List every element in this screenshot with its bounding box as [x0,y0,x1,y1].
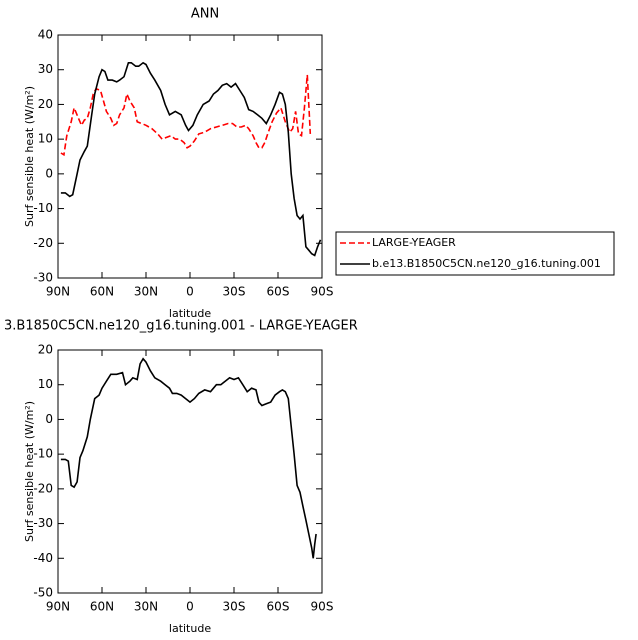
y-axis-label: Surf sensible heat (W/m²) [23,86,36,227]
y-tick-label: 10 [38,377,53,391]
x-axis-label: latitude [169,307,211,320]
y-tick-label: 20 [38,97,53,111]
y-tick-label: -30 [33,271,53,285]
chart-title: 3.B1850C5CN.ne120_g16.tuning.001 - LARGE… [4,319,358,334]
y-tick-label: 0 [45,412,53,426]
y-tick-label: 20 [38,343,53,357]
y-tick-label: -30 [33,516,53,530]
x-tick-label: 0 [186,600,194,614]
x-tick-label: 60S [267,600,290,614]
data-line [60,357,317,559]
y-tick-label: 10 [38,132,53,146]
plot-frame [57,34,323,279]
x-tick-label: 0 [186,285,194,299]
y-axis-label: Surf sensible heat (W/m²) [23,401,36,542]
y-tick-label: -50 [33,586,53,600]
plot-frame [57,349,323,594]
legend-box [335,231,615,276]
x-tick-label: 60N [90,285,114,299]
y-tick-label: 0 [45,166,53,180]
x-tick-label: 30S [223,285,246,299]
y-tick-label: -20 [33,236,53,250]
y-tick-label: 40 [38,28,53,42]
y-tick-label: -10 [33,447,53,461]
x-tick-label: 30N [134,285,158,299]
x-axis-label: latitude [169,622,211,635]
x-tick-label: 90S [311,600,334,614]
chart-title: ANN [191,7,219,22]
x-tick-label: 60S [267,285,290,299]
data-line [60,74,312,157]
x-tick-label: 30N [134,600,158,614]
x-tick-label: 60N [90,600,114,614]
y-tick-label: -10 [33,201,53,215]
x-tick-label: 90N [46,600,70,614]
x-tick-label: 90S [311,285,334,299]
data-line [60,61,322,257]
x-tick-label: 30S [223,600,246,614]
legend-label: b.e13.B1850C5CN.ne120_g16.tuning.001 [372,257,601,270]
y-tick-label: 30 [38,62,53,76]
y-tick-label: -20 [33,481,53,495]
x-tick-label: 90N [46,285,70,299]
legend-label: LARGE-YEAGER [372,236,456,249]
y-tick-label: -40 [33,551,53,565]
